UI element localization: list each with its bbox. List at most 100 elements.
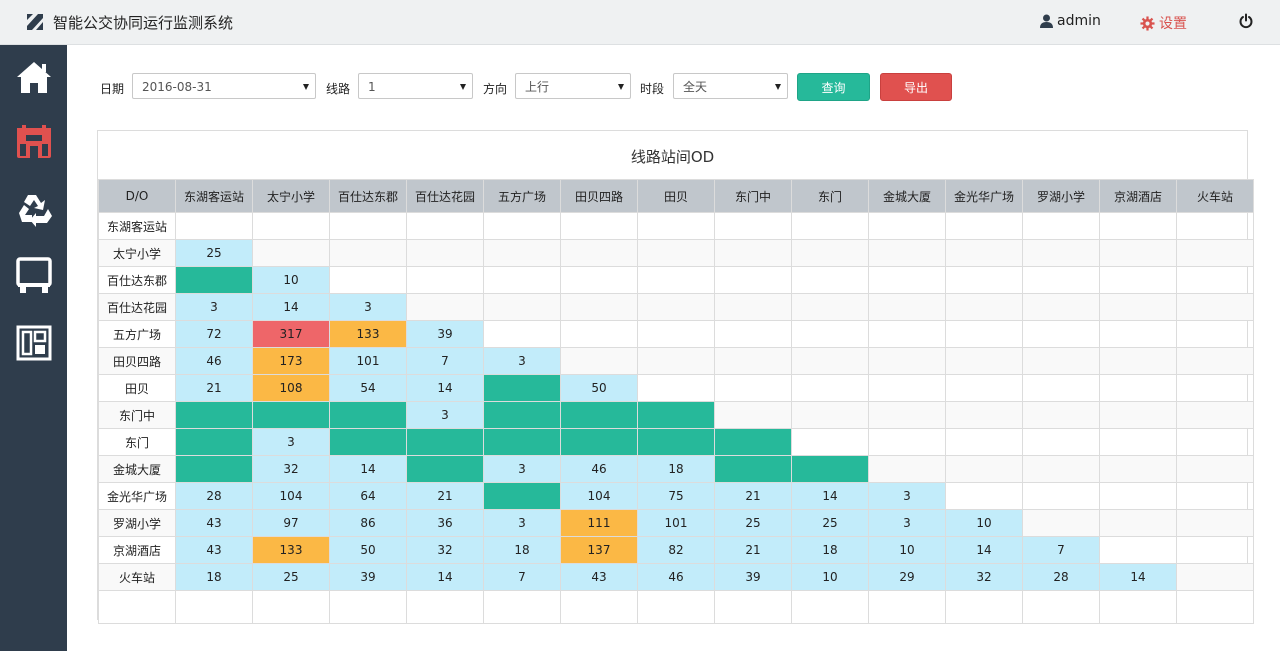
row-header: 五方广场 xyxy=(98,320,176,348)
od-cell: 133 xyxy=(252,536,330,564)
table-row xyxy=(98,590,1254,624)
od-cell xyxy=(714,212,792,240)
od-cell xyxy=(406,212,484,240)
column-header: 罗湖小学 xyxy=(1022,179,1100,213)
date-select[interactable]: 2016-08-31 xyxy=(132,73,316,99)
od-cell: 18 xyxy=(637,455,715,483)
dashboard-icon[interactable] xyxy=(14,323,54,363)
home-icon[interactable] xyxy=(14,58,54,98)
period-value: 全天 xyxy=(683,80,708,94)
od-cell xyxy=(868,455,946,483)
od-cell xyxy=(1099,509,1177,537)
od-cell xyxy=(483,239,561,267)
od-cell xyxy=(560,347,638,375)
od-cell xyxy=(1022,212,1100,240)
od-cell xyxy=(945,428,1023,456)
od-cell xyxy=(868,401,946,429)
od-cell xyxy=(868,212,946,240)
od-cell xyxy=(1176,482,1254,510)
filter-bar: 日期 2016-08-31 线路 1 方向 上行 时段 全天 查询 导出 xyxy=(100,73,960,101)
table-row: 火车站 18 25 39 14 7 43 46 39 10 29 32 28 14 xyxy=(98,563,1254,591)
od-cell: 21 xyxy=(175,374,253,402)
od-cell: 10 xyxy=(252,266,330,294)
settings-label: 设置 xyxy=(1159,16,1187,32)
table-row: 京湖酒店 43 133 50 32 18 137 82 21 18 10 14 7 xyxy=(98,536,1254,564)
od-cell xyxy=(1176,401,1254,429)
table-row: 东门中 3 xyxy=(98,401,1254,429)
table-row: 百仕达东郡 10 xyxy=(98,266,1254,294)
od-cell xyxy=(175,455,253,483)
od-cell: 18 xyxy=(791,536,869,564)
od-cell: 86 xyxy=(329,509,407,537)
export-button[interactable]: 导出 xyxy=(880,73,952,101)
direction-select[interactable]: 上行 xyxy=(515,73,631,99)
chevron-down-icon xyxy=(775,84,781,90)
od-cell: 39 xyxy=(406,320,484,348)
od-cell xyxy=(175,212,253,240)
od-cell xyxy=(1022,401,1100,429)
power-icon[interactable] xyxy=(1238,13,1254,29)
line-label: 线路 xyxy=(326,82,351,96)
line-select[interactable]: 1 xyxy=(358,73,473,99)
column-header: 火车站 xyxy=(1176,179,1254,213)
station-icon[interactable] xyxy=(14,122,54,162)
od-cell xyxy=(868,293,946,321)
od-cell: 101 xyxy=(329,347,407,375)
od-cell xyxy=(1099,455,1177,483)
row-header: 田贝四路 xyxy=(98,347,176,375)
od-cell xyxy=(175,401,253,429)
od-cell xyxy=(1176,347,1254,375)
od-cell xyxy=(714,374,792,402)
od-cell: 21 xyxy=(406,482,484,510)
od-cell: 46 xyxy=(560,455,638,483)
od-cell xyxy=(483,293,561,321)
od-cell xyxy=(560,239,638,267)
od-cell xyxy=(637,401,715,429)
od-cell: 21 xyxy=(714,482,792,510)
od-panel: 线路站间OD D/O 东湖客运站 太宁小学 百仕达东郡 百仕达花园 五方广场 田贝四路 田贝东… xyxy=(97,130,1254,624)
od-cell: 18 xyxy=(175,563,253,591)
column-header: 金光华广场 xyxy=(945,179,1023,213)
od-cell xyxy=(406,428,484,456)
od-cell: 104 xyxy=(252,482,330,510)
query-button[interactable]: 查询 xyxy=(797,73,870,101)
od-cell xyxy=(791,266,869,294)
od-cell: 50 xyxy=(560,374,638,402)
od-cell xyxy=(714,455,792,483)
od-cell: 10 xyxy=(945,509,1023,537)
user-menu[interactable]: admin xyxy=(1040,13,1101,29)
chevron-down-icon xyxy=(618,84,624,90)
od-cell: 14 xyxy=(252,293,330,321)
bus-icon[interactable] xyxy=(14,255,54,295)
od-cell: 75 xyxy=(637,482,715,510)
od-cell: 7 xyxy=(1022,536,1100,564)
od-cell xyxy=(1176,212,1254,240)
od-cell xyxy=(1176,320,1254,348)
column-header: 百仕达花园 xyxy=(406,179,484,213)
od-cell: 25 xyxy=(714,509,792,537)
column-header: 百仕达东郡 xyxy=(329,179,407,213)
period-select[interactable]: 全天 xyxy=(673,73,788,99)
od-cell xyxy=(945,320,1023,348)
od-cell xyxy=(1022,455,1100,483)
od-cell xyxy=(714,239,792,267)
od-cell xyxy=(483,374,561,402)
od-cell xyxy=(483,320,561,348)
column-header: 五方广场 xyxy=(483,179,561,213)
od-cell: 3 xyxy=(868,509,946,537)
od-cell xyxy=(868,374,946,402)
od-cell: 3 xyxy=(483,347,561,375)
od-cell xyxy=(1022,293,1100,321)
date-label: 日期 xyxy=(100,82,125,96)
settings-button[interactable]: 设置 xyxy=(1140,13,1187,33)
od-cell xyxy=(1176,239,1254,267)
od-cell xyxy=(1022,509,1100,537)
line-value: 1 xyxy=(368,80,376,94)
od-cell xyxy=(1099,212,1177,240)
row-header: 田贝 xyxy=(98,374,176,402)
recycle-icon[interactable] xyxy=(14,189,54,229)
od-cell xyxy=(1176,293,1254,321)
od-cell xyxy=(714,293,792,321)
table-row: 百仕达花园 3 14 3 xyxy=(98,293,1254,321)
od-cell xyxy=(945,239,1023,267)
